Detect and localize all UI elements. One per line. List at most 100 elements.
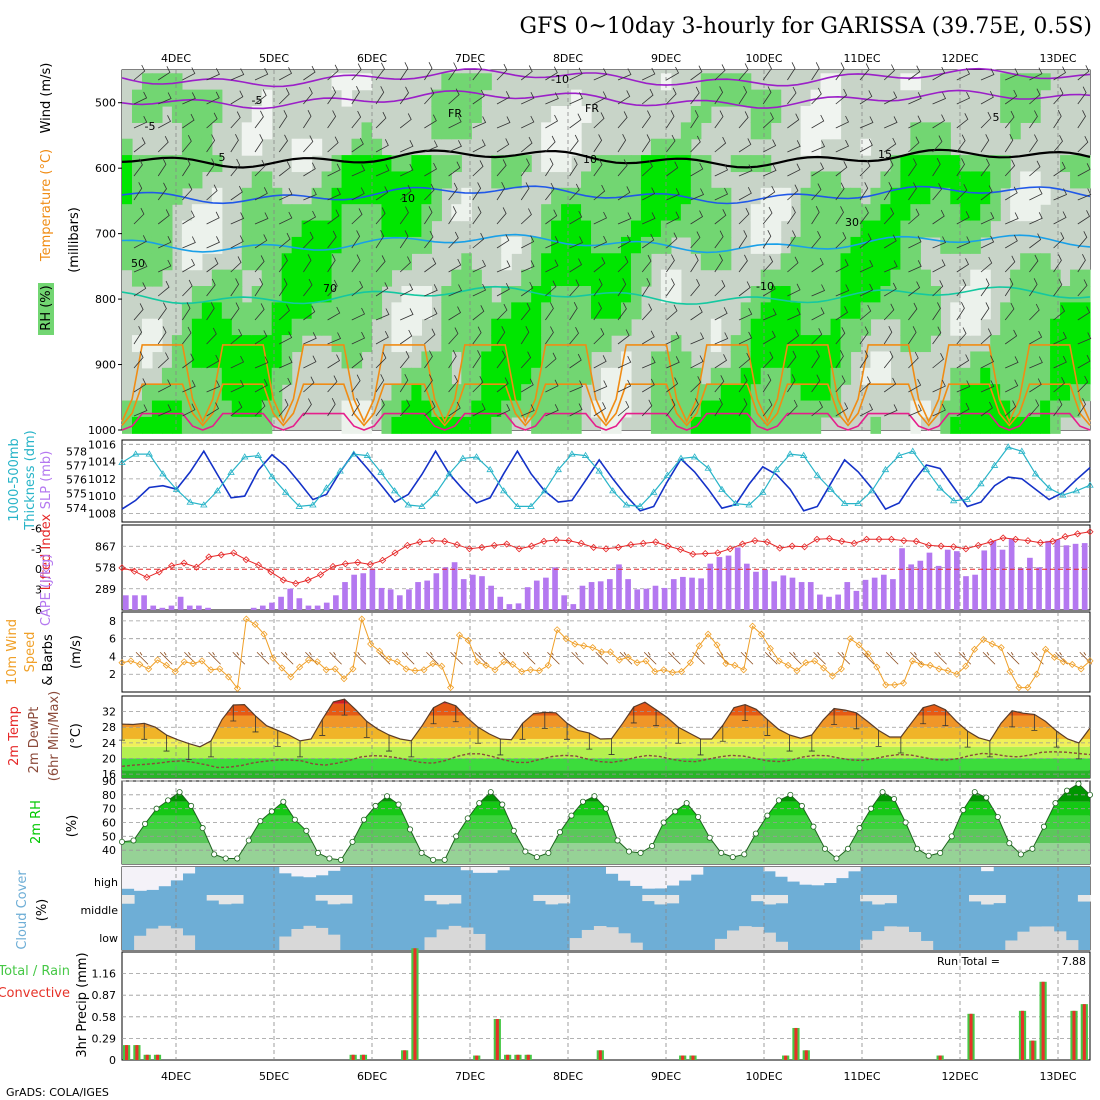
rh-cell <box>251 400 263 418</box>
rh-cell <box>1010 122 1021 140</box>
rh-cell <box>940 171 951 189</box>
clear-high <box>666 867 680 886</box>
rh-cell <box>790 302 802 320</box>
wind-speed-marker <box>553 626 561 634</box>
wind-barb <box>1077 188 1092 201</box>
rh-cell <box>491 367 502 385</box>
rh-cell <box>351 302 363 320</box>
rh-cell <box>740 384 752 402</box>
wind-barb <box>351 208 363 225</box>
rh-cell <box>411 416 422 434</box>
rh-cell <box>551 106 562 123</box>
y-tick-label: 16 <box>102 768 116 781</box>
rh-cell <box>930 171 941 189</box>
wind-barb <box>400 163 414 177</box>
rh-cell <box>770 318 782 336</box>
rh-marker <box>660 819 667 826</box>
rh-cell <box>690 400 702 418</box>
rh-cell <box>301 253 313 271</box>
wind-barb <box>254 68 269 81</box>
rh-cell <box>161 367 173 385</box>
wind-barb <box>496 138 510 153</box>
thickness-marker <box>472 453 481 460</box>
rh-cell <box>650 416 662 434</box>
rh-cell <box>122 236 133 254</box>
rh-cell <box>441 106 452 123</box>
cape-bar <box>1072 543 1079 610</box>
wind-barb <box>835 62 845 81</box>
cape-bar <box>497 596 504 610</box>
rh-cell <box>950 171 961 189</box>
rh-cell <box>191 122 203 140</box>
rh-cell <box>141 155 153 173</box>
rh-cell <box>680 400 692 418</box>
rh-cell <box>970 318 981 336</box>
wind-speed-marker <box>278 664 286 672</box>
rh-cell <box>361 73 373 91</box>
wind-barb <box>230 68 245 81</box>
rh-cell <box>131 187 143 205</box>
rh-cell <box>1080 302 1091 320</box>
wind-barb <box>1053 232 1065 249</box>
rh-cell <box>1080 269 1091 287</box>
cape-bar <box>570 604 577 610</box>
wind-barb <box>1077 375 1089 393</box>
rh-cell <box>571 89 582 107</box>
minmax-bar <box>942 709 949 727</box>
rh-cell <box>890 253 901 271</box>
wind-barb <box>327 136 339 153</box>
wind-barb <box>158 236 172 249</box>
thickness-marker <box>963 495 972 502</box>
rh-cell <box>201 318 213 336</box>
isotherm-line <box>121 233 1091 254</box>
rh-cell <box>211 155 223 173</box>
cape-tick-label: 289 <box>95 583 116 596</box>
wind-barb <box>593 184 606 201</box>
rh-marker <box>902 819 909 826</box>
rh-cell <box>401 236 413 254</box>
wind-barb <box>230 158 241 177</box>
rh-cell <box>241 384 253 402</box>
surface-wind-barb <box>208 651 221 665</box>
rh-cell <box>980 351 991 369</box>
rh-cell <box>281 220 293 238</box>
rh-cell <box>291 155 303 173</box>
li-marker <box>614 543 622 552</box>
rh-cell <box>521 335 532 353</box>
wind-barb <box>787 62 796 81</box>
rh-cell <box>850 269 862 287</box>
cape-bar <box>132 595 138 610</box>
rh-cell <box>451 335 462 353</box>
rh-cell <box>521 302 532 320</box>
rh-cell <box>750 351 762 369</box>
wind-barb <box>932 259 946 273</box>
rh-cell <box>491 351 502 369</box>
y-tick-label: 20 <box>102 752 116 765</box>
rh-cell <box>161 171 173 189</box>
rh-marker <box>280 798 287 805</box>
rh-cell <box>700 253 712 271</box>
rh-cell <box>491 155 502 173</box>
rh-cell <box>221 351 233 369</box>
rh-cell <box>311 318 323 336</box>
thickness-marker <box>486 465 494 473</box>
clear-middle <box>860 895 873 902</box>
wind-barb <box>835 139 850 153</box>
rh-cell <box>970 204 981 222</box>
wind-barb <box>811 307 825 321</box>
clear-high <box>606 867 619 874</box>
rh-cell <box>1000 384 1011 402</box>
rh-cell <box>620 236 632 254</box>
cape-bar <box>908 564 915 610</box>
li-marker <box>292 579 300 588</box>
rh-cell <box>840 318 852 336</box>
wind-barb <box>521 404 535 417</box>
rh-cell <box>710 367 722 385</box>
wind-barb <box>133 260 148 273</box>
wind-barb <box>690 65 703 81</box>
rh-cell <box>381 253 393 271</box>
wind-barb <box>884 404 898 417</box>
legend-barbs: & Barbs <box>41 634 56 686</box>
cape-bar <box>707 563 714 610</box>
wind-barb <box>424 284 438 297</box>
